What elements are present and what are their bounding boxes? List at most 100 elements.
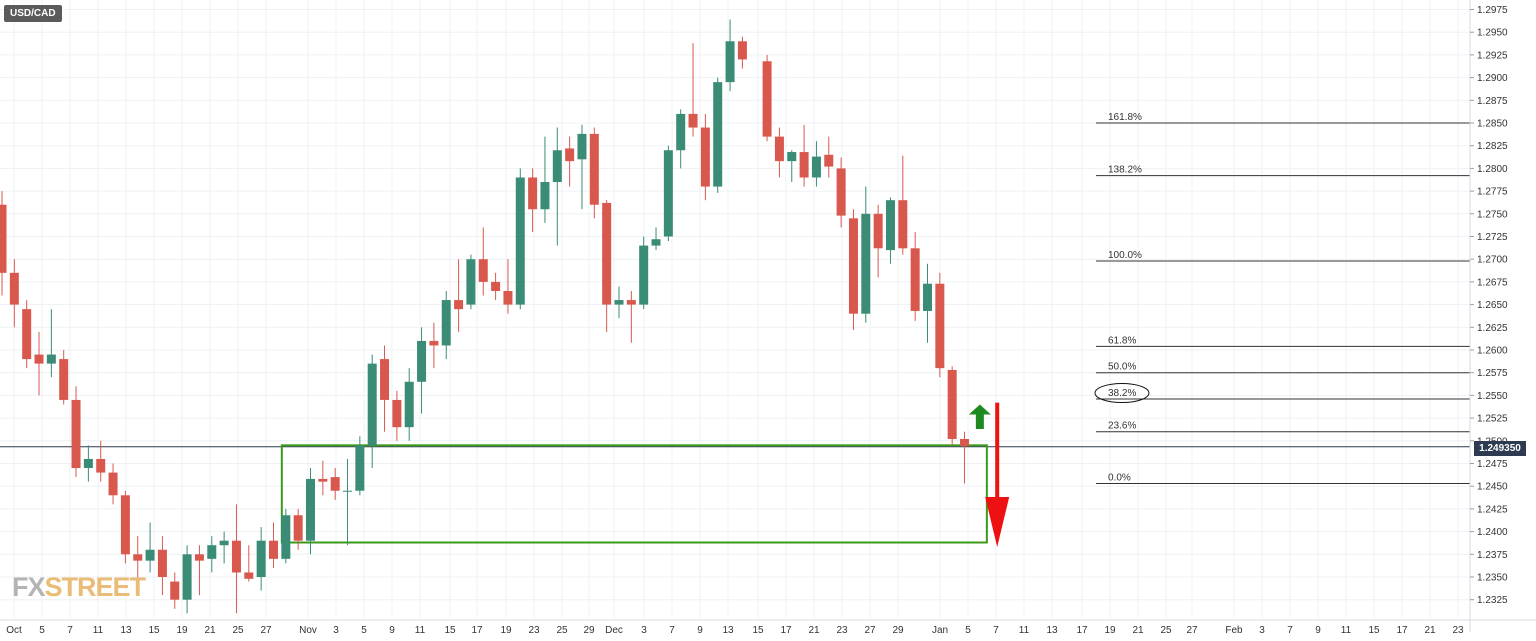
fib-level-label: 138.2% [1108, 165, 1142, 176]
time-tick-label: 19 [176, 625, 188, 636]
bearish-candle [9, 272, 19, 305]
bearish-candle [71, 399, 81, 469]
time-tick-label: 23 [1452, 625, 1464, 636]
time-tick-label: 5 [965, 625, 971, 636]
bearish-candle [824, 154, 834, 167]
time-tick-label: 11 [1019, 625, 1030, 636]
time-tick-label: 29 [892, 625, 904, 636]
bearish-candle [935, 283, 945, 369]
bullish-candle [306, 478, 315, 541]
price-tick-label: 1.2950 [1477, 28, 1508, 39]
time-tick-label: 9 [697, 625, 703, 636]
bearish-candle [22, 309, 32, 360]
price-tick-label: 1.2825 [1477, 141, 1508, 152]
fib-level-label: 61.8% [1108, 335, 1136, 346]
fib-level-label: 23.6% [1108, 421, 1136, 432]
price-tick-label: 1.2425 [1477, 504, 1508, 515]
bearish-candle [688, 113, 698, 128]
time-tick-label: 9 [1315, 625, 1321, 636]
candlestick-series [0, 19, 970, 614]
fibonacci-levels: 161.8% 138.2% 100.0% 61.8% 50.0% 38.2% 23.6% 0.… [1094, 112, 1470, 484]
bullish-candle [552, 150, 562, 183]
bearish-candle [491, 281, 501, 291]
time-tick-label: 5 [361, 625, 367, 636]
price-tick-label: 1.2450 [1477, 482, 1508, 493]
time-tick-label: 11 [1341, 625, 1352, 636]
price-tick-label: 1.2725 [1477, 232, 1508, 243]
price-tick-label: 1.2775 [1477, 187, 1508, 198]
time-tick-label: 7 [669, 625, 675, 636]
bullish-candle [639, 245, 649, 305]
bullish-candle [404, 381, 414, 428]
price-tick-label: 1.2800 [1477, 164, 1508, 175]
bullish-candle [417, 340, 427, 382]
time-tick-label: 3 [641, 625, 647, 636]
bullish-candle [83, 458, 93, 469]
price-tick-label: 1.2550 [1477, 391, 1508, 402]
time-tick-label: 25 [232, 625, 244, 636]
time-tick-label: 21 [1132, 625, 1144, 636]
bearish-candle [96, 458, 106, 473]
time-tick-label: 17 [780, 625, 792, 636]
price-tick-label: 1.2400 [1477, 527, 1508, 538]
bullish-candle [46, 354, 56, 364]
bearish-candle [392, 399, 402, 428]
time-tick-label: 27 [1186, 625, 1198, 636]
bullish-candle [343, 490, 353, 492]
time-tick-label: 11 [93, 625, 104, 636]
bearish-candle [108, 472, 118, 496]
bullish-candle [207, 545, 217, 559]
bearish-candle [244, 572, 254, 579]
time-tick-label: 25 [1160, 625, 1172, 636]
price-tick-label: 1.2750 [1477, 209, 1508, 220]
fib-level-label: 38.2% [1108, 388, 1136, 399]
time-tick-label: 13 [120, 625, 132, 636]
bearish-candle [293, 515, 303, 541]
price-tick-label: 1.2925 [1477, 50, 1508, 61]
time-tick-label: 17 [1396, 625, 1408, 636]
bullish-candle [885, 200, 895, 251]
bearish-candle [231, 540, 241, 573]
time-tick-label: 19 [1104, 625, 1116, 636]
bearish-candle [34, 354, 44, 364]
time-tick-label: Jan [932, 625, 948, 636]
bearish-candle [947, 369, 957, 439]
bullish-candle [787, 152, 797, 162]
price-tick-label: 1.2350 [1477, 573, 1508, 584]
fib-level-label: 100.0% [1108, 250, 1142, 261]
bearish-candle [318, 478, 328, 482]
bearish-candle [380, 359, 390, 400]
bearish-candle [836, 168, 846, 216]
time-tick-label: 15 [148, 625, 160, 636]
time-tick-label: 13 [1046, 625, 1058, 636]
time-tick-label: Nov [299, 625, 317, 636]
price-tick-label: 1.2625 [1477, 323, 1508, 334]
bearish-candle [960, 438, 970, 447]
bullish-candle [219, 540, 229, 546]
time-tick-label: 27 [864, 625, 876, 636]
time-tick-label: 21 [1424, 625, 1436, 636]
price-tick-label: 1.2475 [1477, 459, 1508, 470]
time-tick-label: 15 [444, 625, 456, 636]
price-axis: 1.2325 1.2350 1.2375 1.2400 1.2425 1.2450 1.24… [1469, 0, 1508, 632]
time-tick-label: 23 [528, 625, 540, 636]
time-tick-label: 3 [1259, 625, 1265, 636]
time-tick-label: 15 [752, 625, 764, 636]
time-tick-label: 21 [808, 625, 820, 636]
bullish-candle [614, 300, 624, 305]
price-tick-label: 1.2975 [1477, 5, 1508, 16]
time-tick-label: 17 [471, 625, 483, 636]
bullish-candle [811, 156, 821, 178]
bearish-candle [799, 152, 809, 178]
bearish-candle [774, 136, 784, 162]
bearish-candle [268, 540, 278, 559]
price-tick-label: 1.2525 [1477, 414, 1508, 425]
bearish-candle [528, 177, 538, 210]
bearish-candle [170, 581, 180, 600]
price-tick-label: 1.2700 [1477, 255, 1508, 266]
bullish-candle [651, 239, 661, 246]
time-tick-label: 27 [260, 625, 272, 636]
time-tick-label: 23 [836, 625, 848, 636]
fib-level-label: 0.0% [1108, 472, 1131, 483]
